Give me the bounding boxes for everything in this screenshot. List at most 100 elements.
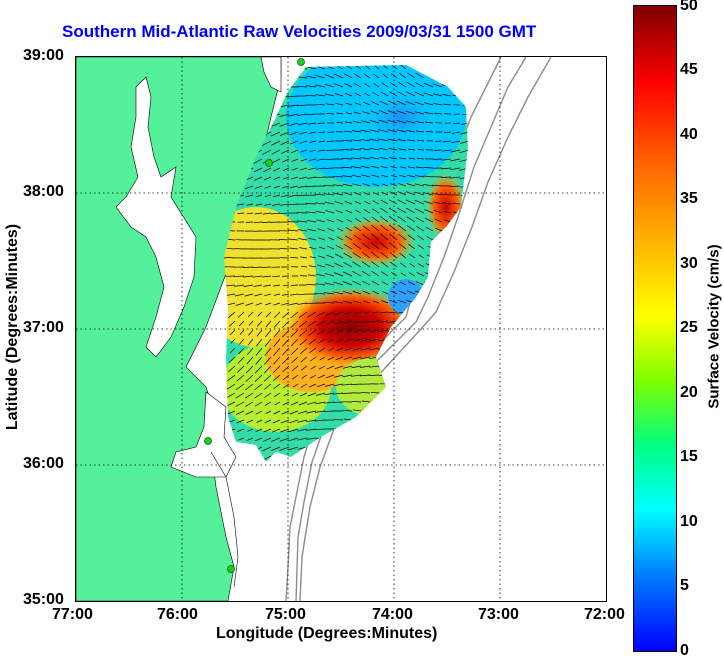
velocity-arrow [426,375,434,377]
velocity-arrow [236,465,244,469]
velocity-arrow [353,446,361,447]
velocity-arrow [463,339,469,344]
velocity-arrow [442,264,451,267]
velocity-arrow [407,357,415,359]
velocity-arrow [397,426,406,429]
velocity-arrow [405,436,415,438]
velocity-arrow [379,444,388,447]
velocity-arrow [416,384,424,385]
velocity-arrow [427,366,433,368]
velocity-arrow [436,246,442,249]
velocity-arrow [379,435,388,438]
velocity-arrow [380,427,388,430]
velocity-arrow [461,303,469,304]
velocity-arrow [459,275,469,276]
velocity-arrow [415,446,424,447]
velocity-arrow [381,392,388,393]
velocity-arrow [362,445,370,447]
velocity-arrow [424,312,434,315]
velocity-arrow [414,427,424,429]
velocity-arrow [432,402,442,403]
velocity-arrow [442,420,451,421]
velocity-arrow [298,456,307,459]
x-tick-74: 74:00 [372,606,413,624]
velocity-arrow [354,419,361,420]
velocity-arrow [382,410,389,412]
velocity-arrow [342,393,352,394]
velocity-arrow [445,229,451,231]
cbar-tick-5: 5 [680,577,689,595]
velocity-arrow [398,366,406,367]
velocity-arrow [246,447,253,450]
velocity-arrow [406,445,416,447]
cbar-tick-30: 30 [680,255,698,273]
velocity-arrow [433,384,442,386]
colorbar-label: Surface Velocity (cm/s) [706,207,723,447]
velocity-arrow [354,437,361,438]
velocity-arrow [245,456,253,460]
velocity-arrow [344,455,352,456]
velocity-arrow [262,267,271,268]
velocity-arrow [415,402,424,403]
velocity-arrow [414,410,424,411]
velocity-arrow [334,420,343,421]
velocity-arrow [424,168,433,169]
velocity-arrow [435,339,442,342]
velocity-arrow [254,456,262,460]
velocity-arrow [398,401,406,402]
velocity-arrow [441,293,451,294]
velocity-arrow [443,312,451,316]
velocity-arrow [370,454,380,456]
velocity-arrow [445,330,451,334]
velocity-arrow [364,427,371,429]
velocity-arrow [364,419,370,420]
velocity-arrow [290,465,298,469]
velocity-arrow [425,339,433,342]
velocity-arrow [433,74,442,78]
velocity-arrow [317,123,325,124]
velocity-arrow [390,409,398,411]
velocity-arrow [271,456,280,460]
velocity-arrow [451,256,460,259]
velocity-arrow [346,437,352,438]
velocity-arrow [353,455,362,456]
velocity-arrow [317,447,325,448]
velocity-arrow [441,177,451,178]
velocity-arrow [417,357,424,359]
velocity-arrow [337,123,343,124]
velocity-arrow [361,454,370,456]
velocity-arrow [462,348,469,353]
velocity-arrow [418,366,424,367]
velocity-arrow [373,418,380,420]
velocity-arrow [335,428,343,429]
velocity-arrow [416,348,424,351]
velocity-arrow [414,419,424,421]
velocity-arrow [432,292,442,294]
velocity-arrow [452,238,460,240]
velocity-arrow [459,266,469,268]
cbar-tick-25: 25 [680,319,698,337]
velocity-arrow [426,348,433,351]
velocity-arrow [423,419,433,420]
velocity-arrow [372,401,379,402]
velocity-arrow [435,255,442,258]
velocity-arrow [398,409,406,411]
velocity-arrow [446,339,451,342]
velocity-arrow [461,366,469,372]
velocity-arrow [373,410,379,411]
velocity-arrow [464,321,469,325]
y-tick-39: 39:00 [23,47,64,65]
map-plot-area[interactable] [75,56,607,602]
velocity-arrow [454,447,460,448]
velocity-arrow [427,357,433,359]
velocity-arrow [254,465,263,470]
velocity-arrow [299,465,307,468]
velocity-arrow [387,454,397,456]
velocity-arrow [219,321,226,327]
velocity-arrow [221,339,226,344]
map-title: Southern Mid-Atlantic Raw Velocities 200… [62,22,536,42]
velocity-arrow [455,330,460,334]
velocity-arrow [425,64,433,69]
x-axis-label: Longitude (Degrees:Minutes) [216,625,437,643]
velocity-arrow [424,292,434,295]
